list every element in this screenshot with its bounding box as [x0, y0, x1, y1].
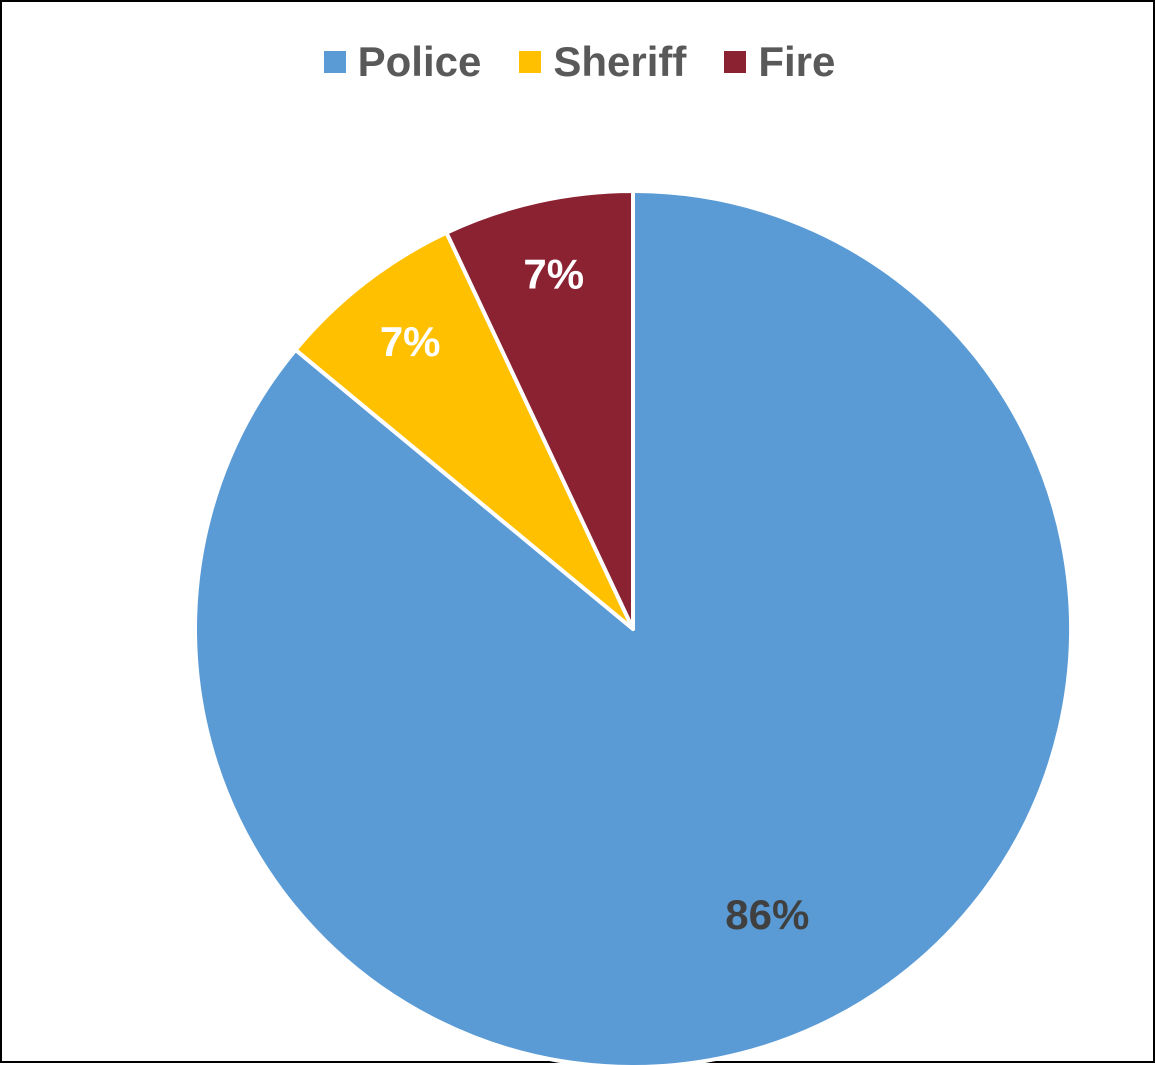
legend-swatch-sheriff [519, 51, 542, 73]
pie-slice-fire [444, 189, 635, 631]
pie-slice-police [193, 189, 1073, 1065]
legend-label-fire: Fire [758, 38, 836, 85]
legend-item-fire: Fire [724, 36, 835, 88]
chart-legend: Police Sheriff Fire [2, 36, 1155, 88]
legend-label-sheriff: Sheriff [553, 38, 687, 85]
legend-swatch-police [323, 51, 346, 73]
data-label-sheriff: 7% [380, 318, 441, 365]
legend-swatch-fire [724, 51, 747, 73]
legend-label-police: Police [357, 38, 482, 85]
data-label-fire: 7% [523, 251, 584, 298]
legend-item-police: Police [323, 36, 482, 88]
pie-slice-sheriff [293, 230, 635, 631]
legend-item-sheriff: Sheriff [519, 36, 686, 88]
data-label-police: 86% [725, 891, 809, 938]
